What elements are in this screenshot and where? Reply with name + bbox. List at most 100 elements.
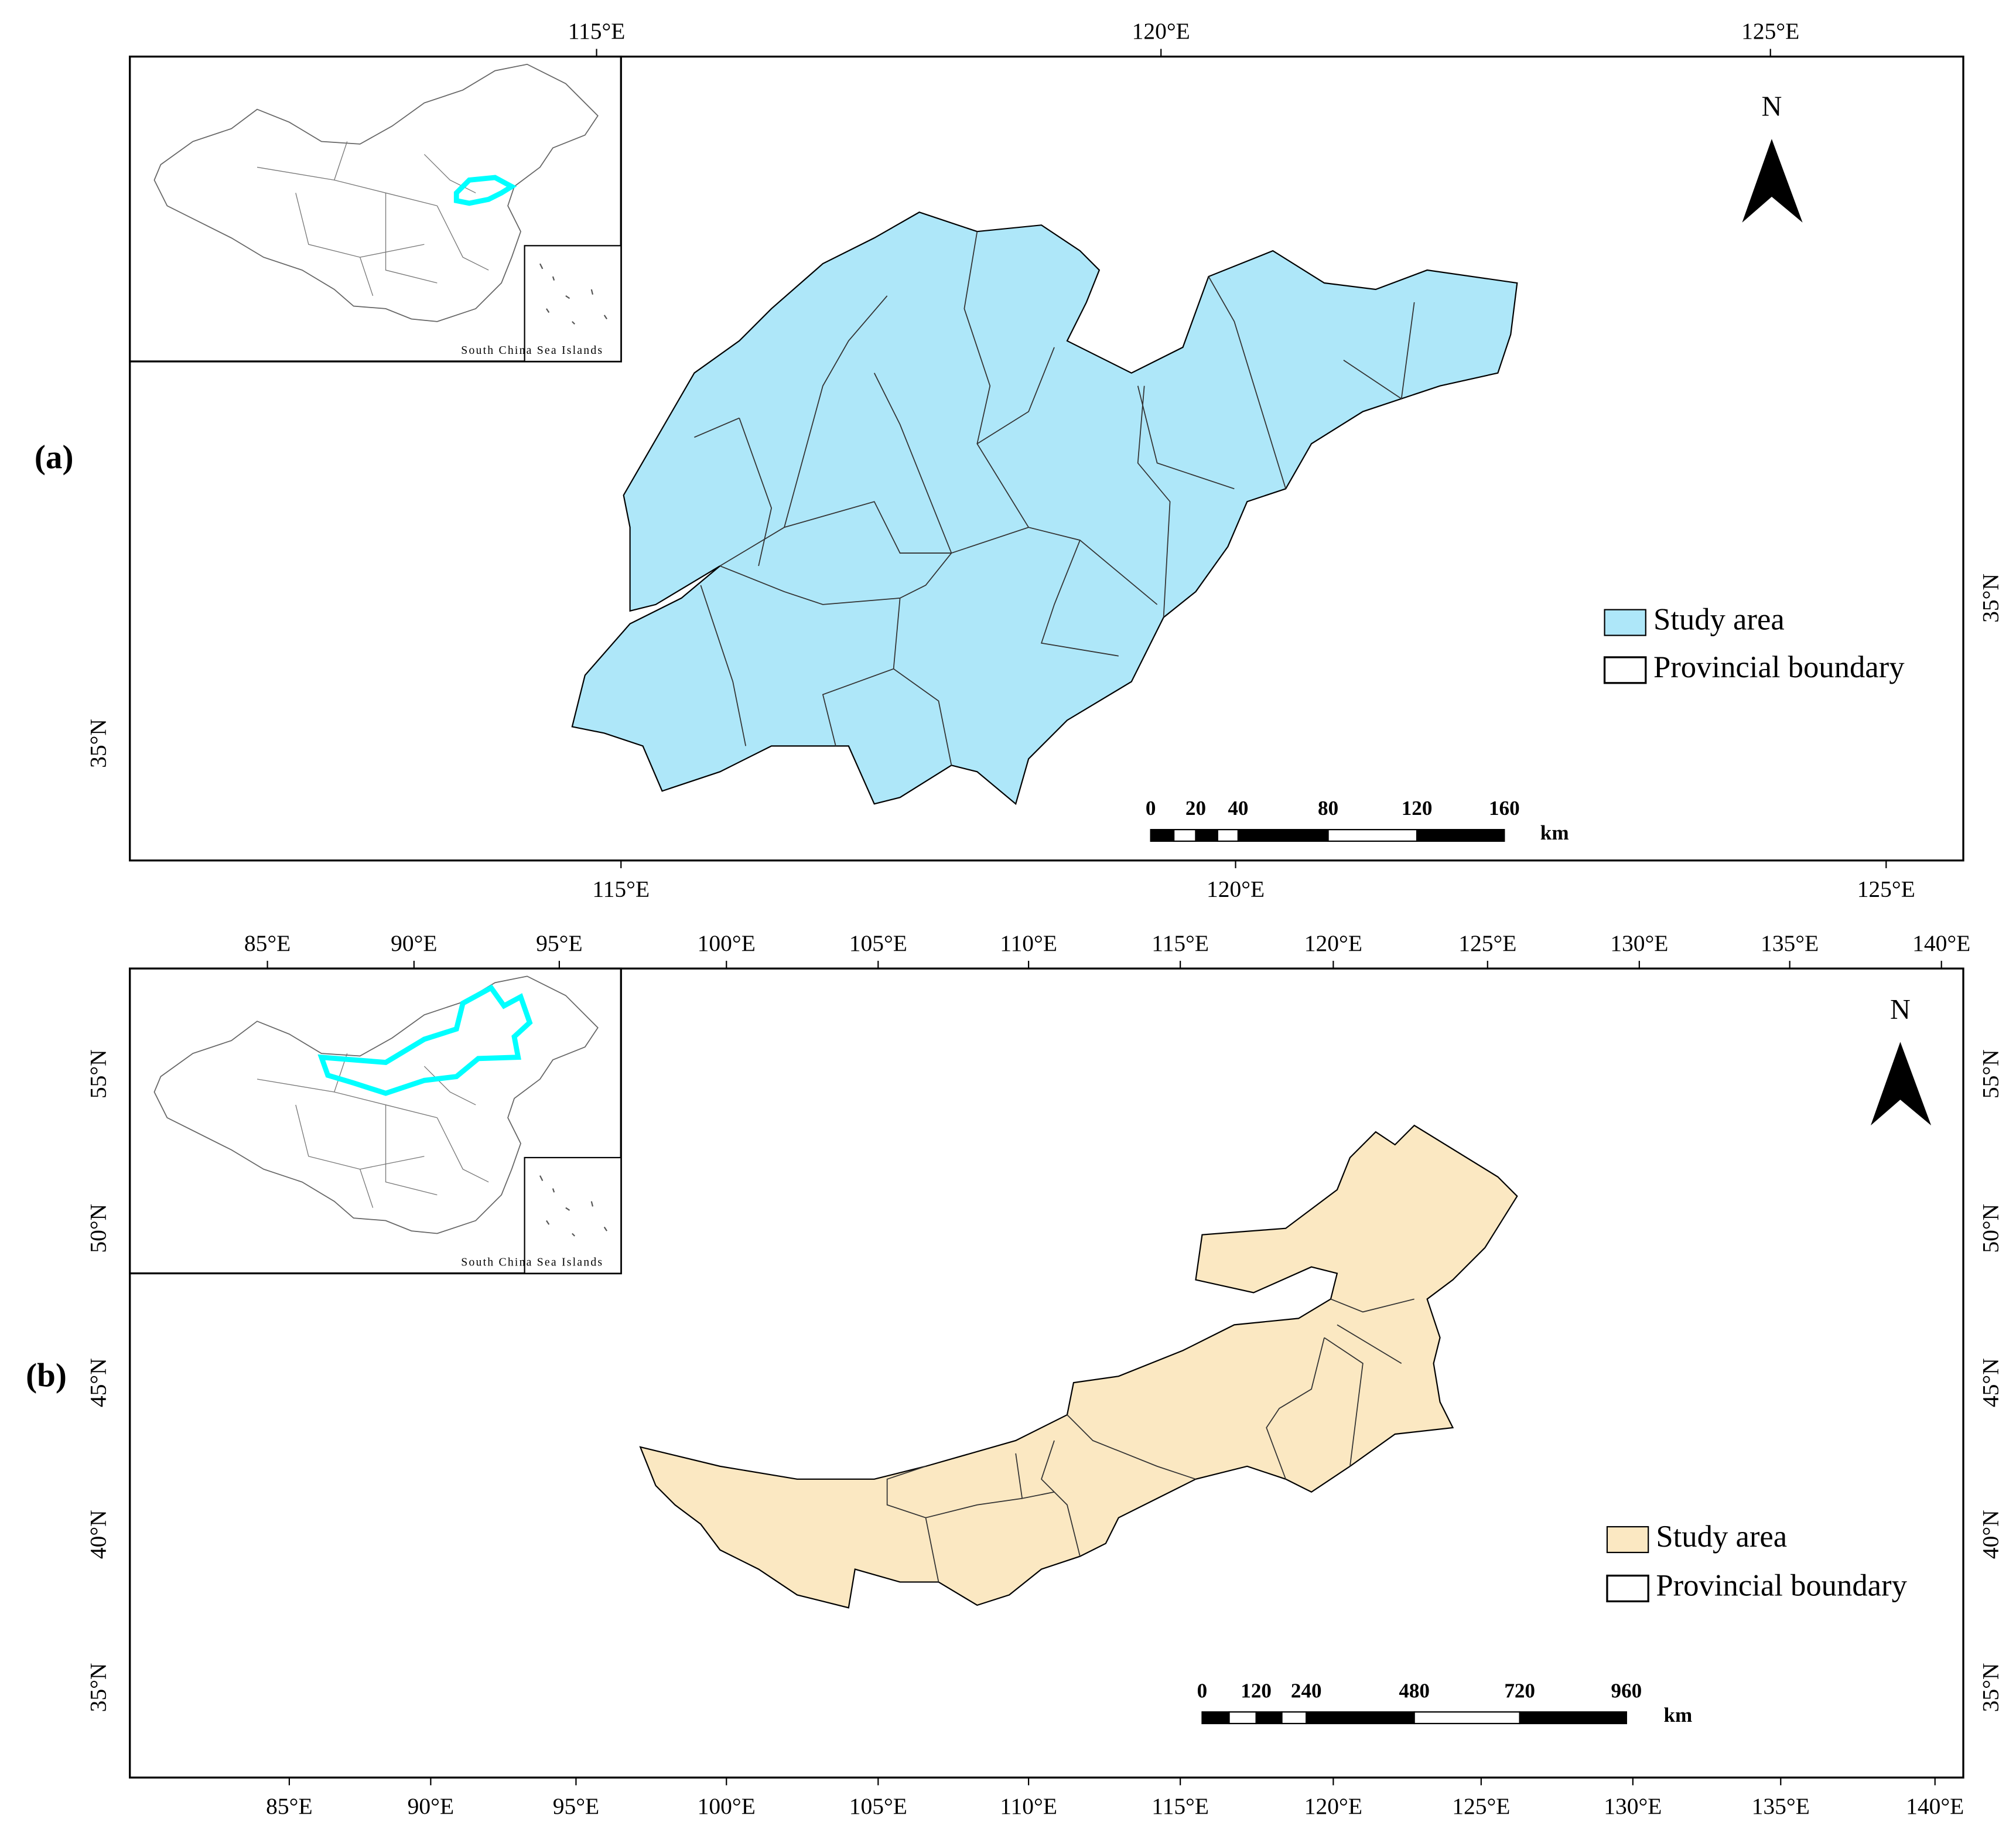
- bottom-tick-label: 125°E: [1452, 1793, 1510, 1819]
- inset-highlight: [317, 984, 533, 1096]
- scale-segment: [1217, 828, 1239, 842]
- right-tick-label: 50°N: [1978, 1204, 2004, 1253]
- prefecture-boundary: [1040, 540, 1119, 657]
- north-label: N: [1761, 91, 1782, 122]
- prefecture-boundary: [963, 231, 1029, 528]
- prefecture-boundary: [1067, 1414, 1196, 1480]
- scale-segment: [1416, 828, 1505, 842]
- top-tick-label: 115°E: [568, 18, 626, 44]
- panel-label: (a): [35, 439, 74, 476]
- prefecture-boundary: [1324, 1337, 1364, 1466]
- province-line: [257, 166, 438, 206]
- scale-segment: [1255, 1711, 1283, 1725]
- province-line: [385, 193, 438, 284]
- scale-segment: [1228, 1711, 1257, 1725]
- bottom-tick-label: 95°E: [553, 1793, 599, 1819]
- left-tick-label: 50°N: [85, 1204, 111, 1253]
- bottom-tick-label: 115°E: [592, 876, 650, 902]
- inset-map: South China Sea Islands: [129, 967, 622, 1275]
- bottom-tick-label: 120°E: [1304, 1793, 1362, 1819]
- prefecture-boundary: [893, 668, 952, 766]
- top-tick-label: 125°E: [1741, 18, 1799, 44]
- inset-caption: South China Sea Islands: [461, 1256, 603, 1269]
- top-tick-label: 120°E: [1304, 930, 1362, 956]
- prefecture-boundary: [1330, 1298, 1414, 1313]
- top-tick-label: 125°E: [1458, 930, 1516, 956]
- province-line: [436, 1117, 489, 1183]
- right-tick-label: 55°N: [1978, 1049, 2004, 1098]
- scs-islands: [539, 1175, 608, 1237]
- right-tick-label: 40°N: [1978, 1510, 2004, 1559]
- legend-label: Provincial boundary: [1656, 1569, 1907, 1603]
- province-line: [360, 257, 374, 296]
- top-tick-label: 100°E: [698, 930, 756, 956]
- scale-label: 120: [1241, 1679, 1272, 1702]
- bottom-tick-label: 135°E: [1752, 1793, 1810, 1819]
- scale-label: 240: [1291, 1679, 1322, 1702]
- province-line: [385, 1104, 438, 1196]
- prefecture-boundary: [822, 598, 901, 746]
- top-tick-label: 110°E: [1000, 930, 1057, 956]
- prefecture-boundary: [976, 347, 1055, 445]
- prefecture-boundary: [784, 501, 952, 554]
- north-label: N: [1890, 994, 1911, 1025]
- left-tick-label: 55°N: [85, 1049, 111, 1098]
- top-tick-label: 130°E: [1610, 930, 1668, 956]
- prefecture-boundary: [1343, 302, 1415, 400]
- legend-label: Provincial boundary: [1653, 650, 1905, 684]
- scale-segment: [1150, 828, 1175, 842]
- scale-segment: [1201, 1711, 1230, 1725]
- scale-segment: [1519, 1711, 1627, 1725]
- scs-islands: [539, 263, 608, 325]
- prefecture-boundary: [873, 373, 1158, 605]
- scale-label: 20: [1185, 797, 1206, 820]
- study-area: [571, 211, 1518, 806]
- prefecture-boundary: [1266, 1337, 1325, 1480]
- right-tick-label: 35°N: [1978, 574, 2004, 623]
- prefecture-boundary: [694, 417, 740, 438]
- scale-segment: [1413, 1711, 1520, 1725]
- right-tick-label: 35°N: [1978, 1663, 2004, 1712]
- legend-swatch: [1606, 1574, 1649, 1603]
- scale-segment: [1173, 828, 1197, 842]
- prefecture-boundary: [700, 585, 747, 746]
- right-tick-label: 45°N: [1978, 1358, 2004, 1407]
- scale-label: 0: [1146, 797, 1156, 820]
- scale-label: 80: [1318, 797, 1338, 820]
- province-line: [295, 1104, 425, 1170]
- scale-label: 40: [1228, 797, 1248, 820]
- prefecture-boundary: [719, 552, 952, 605]
- legend-swatch: [1606, 1526, 1649, 1554]
- top-tick-label: 90°E: [391, 930, 437, 956]
- bottom-tick-label: 105°E: [849, 1793, 907, 1819]
- top-tick-label: 135°E: [1761, 930, 1819, 956]
- top-tick-label: 105°E: [849, 930, 907, 956]
- province-line: [423, 1066, 476, 1105]
- top-tick-label: 115°E: [1151, 930, 1209, 956]
- scale-segment: [1195, 828, 1218, 842]
- province-line: [360, 1169, 374, 1208]
- province-line: [334, 141, 348, 180]
- legend-swatch: [1604, 609, 1646, 636]
- bottom-tick-label: 85°E: [266, 1793, 312, 1819]
- top-tick-label: 140°E: [1912, 930, 1970, 956]
- bottom-tick-label: 140°E: [1906, 1793, 1964, 1819]
- scale-label: 0: [1197, 1679, 1208, 1702]
- province-line: [257, 1079, 438, 1118]
- prefecture-boundary: [886, 1466, 939, 1582]
- scale-unit: km: [1664, 1704, 1693, 1726]
- scale-label: 160: [1489, 797, 1520, 820]
- legend-swatch: [1603, 656, 1647, 684]
- scale-label: 120: [1402, 797, 1433, 820]
- left-tick-label: 45°N: [85, 1358, 111, 1407]
- top-tick-label: 95°E: [536, 930, 582, 956]
- inset-map: South China Sea Islands: [129, 55, 622, 363]
- province-line: [423, 153, 476, 193]
- top-tick-label: 85°E: [244, 930, 291, 956]
- province-line: [295, 193, 425, 258]
- bottom-tick-label: 120°E: [1207, 876, 1265, 902]
- scale-label: 960: [1611, 1679, 1642, 1702]
- china-outline: [153, 975, 599, 1234]
- bottom-tick-label: 115°E: [1151, 1793, 1209, 1819]
- top-tick-label: 120°E: [1132, 18, 1190, 44]
